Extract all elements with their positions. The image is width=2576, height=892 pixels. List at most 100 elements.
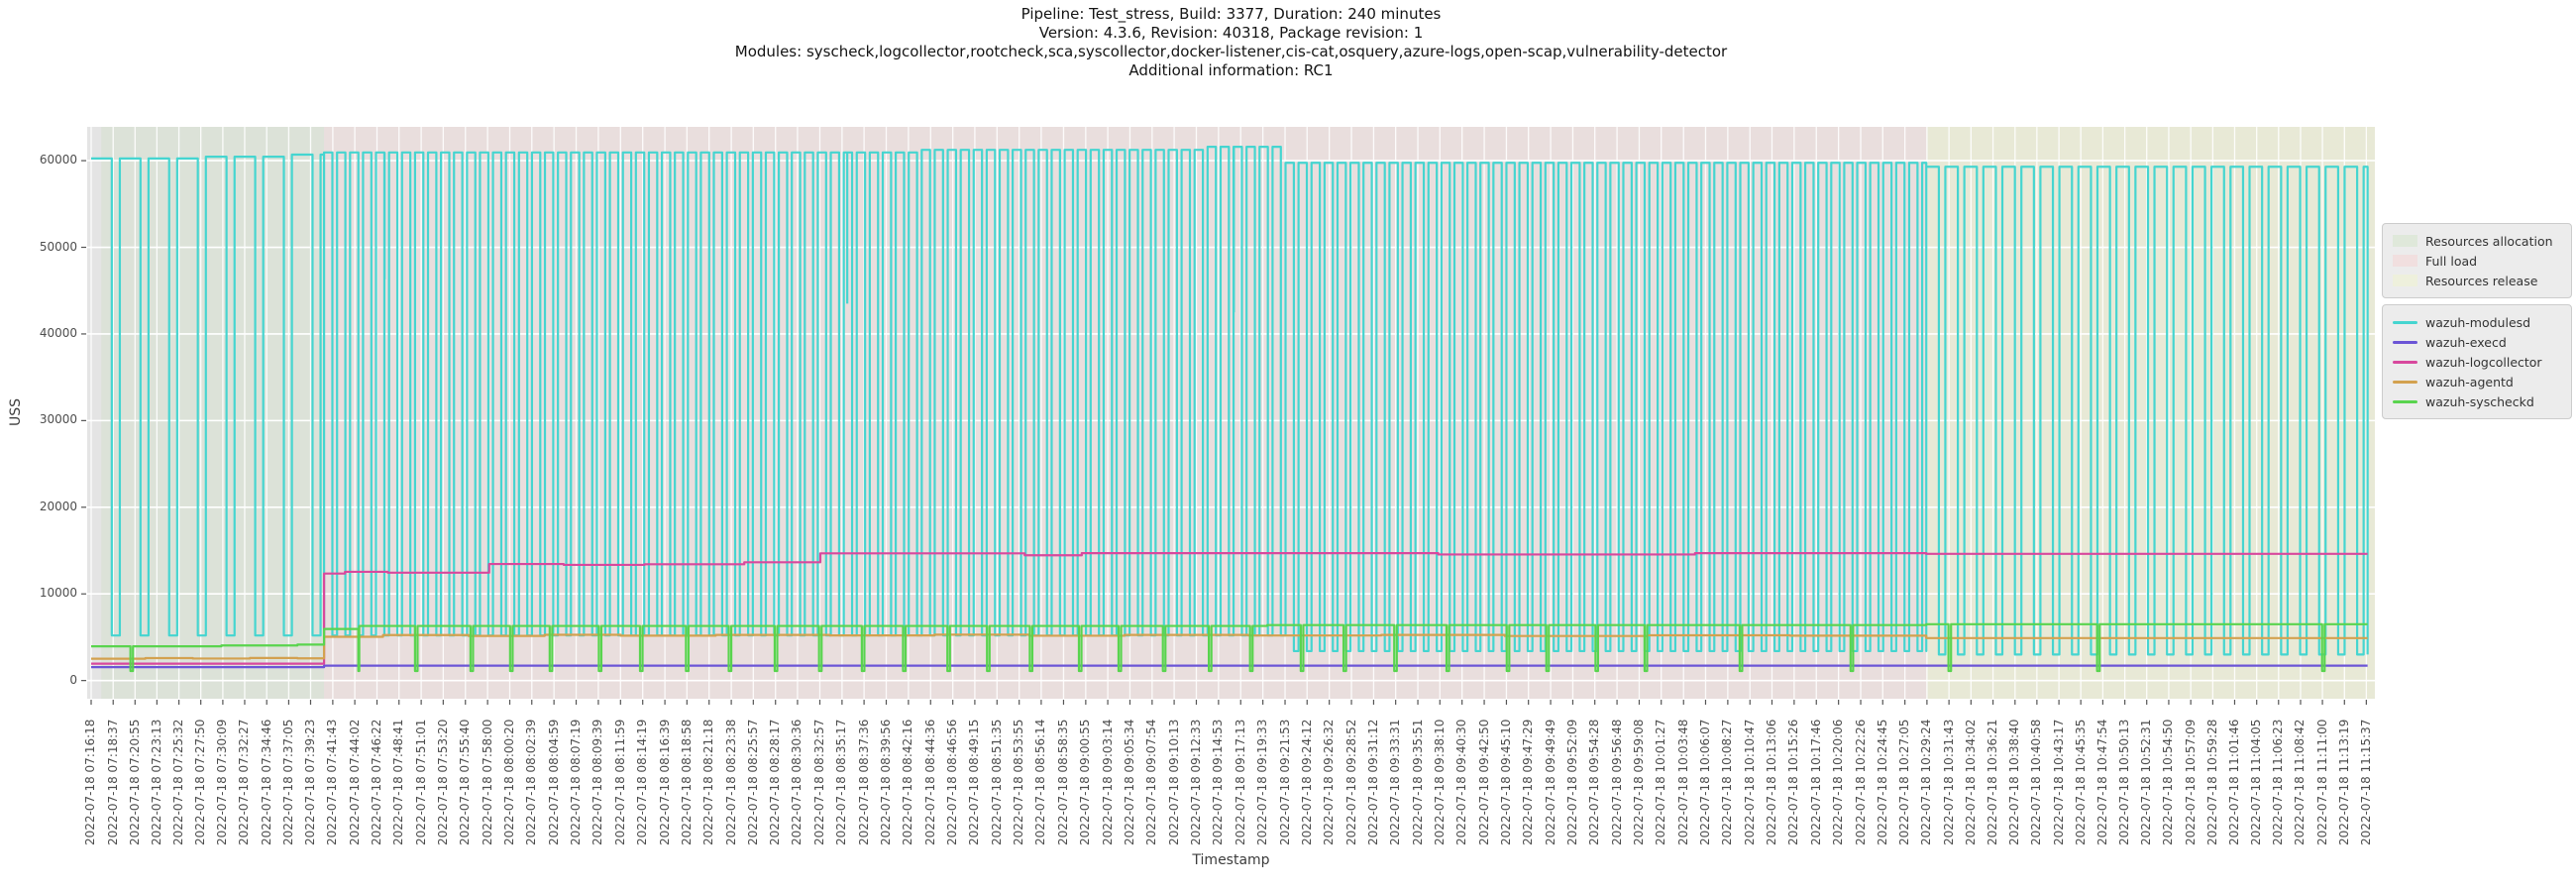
y-tick-label: 60000: [39, 153, 77, 167]
x-tick-label: 2022-07-18 10:31:43: [1941, 719, 1956, 845]
x-tick-label: 2022-07-18 09:38:10: [1432, 719, 1447, 845]
x-tick-label: 2022-07-18 08:39:56: [879, 719, 893, 845]
x-tick-label: 2022-07-18 11:13:19: [2336, 719, 2351, 845]
x-tick-label: 2022-07-18 10:52:31: [2139, 719, 2154, 845]
x-tick-label: 2022-07-18 08:53:55: [1012, 719, 1026, 845]
x-tick-label: 2022-07-18 10:22:26: [1853, 719, 1868, 845]
y-tick-label: 0: [69, 672, 77, 687]
legend-swatch-icon: [2393, 235, 2417, 247]
legend-item-label: Resources release: [2425, 273, 2538, 288]
series-line-wazuh-modulesd: [91, 146, 2369, 656]
x-tick-label: 2022-07-18 09:54:28: [1587, 719, 1602, 845]
x-tick-label: 2022-07-18 09:03:14: [1100, 719, 1115, 845]
x-tick-label: 2022-07-18 10:59:28: [2204, 719, 2219, 845]
x-tick-label: 2022-07-18 08:30:36: [790, 719, 805, 845]
x-tick-label: 2022-07-18 10:38:40: [2007, 719, 2022, 845]
x-tick-label: 2022-07-18 08:42:16: [901, 719, 915, 845]
x-tick-label: 2022-07-18 07:25:32: [171, 719, 186, 845]
x-tick-label: 2022-07-18 08:49:15: [967, 719, 982, 845]
x-tick-label: 2022-07-18 09:40:30: [1454, 719, 1469, 845]
series-line-wazuh-syscheckd: [91, 622, 2368, 673]
chart-title-line-1: Pipeline: Test_stress, Build: 3377, Dura…: [1020, 5, 1442, 23]
x-tick-label: 2022-07-18 10:01:27: [1654, 719, 1668, 845]
x-tick-label: 2022-07-18 07:30:09: [215, 719, 230, 845]
x-tick-label: 2022-07-18 09:28:52: [1343, 719, 1358, 845]
legend-swatch-icon: [2393, 255, 2417, 267]
x-tick-label: 2022-07-18 10:29:24: [1919, 719, 1934, 845]
x-tick-label: 2022-07-18 09:35:51: [1410, 719, 1425, 845]
legend-item-label: wazuh-modulesd: [2425, 314, 2531, 330]
x-tick-label: 2022-07-18 07:44:02: [347, 719, 362, 845]
legend-item: wazuh-logcollector: [2393, 352, 2561, 372]
legend-item: wazuh-modulesd: [2393, 312, 2561, 332]
legend-swatch-icon: [2393, 399, 2417, 403]
chart-title-line-3: Modules: syscheck,logcollector,rootcheck…: [734, 43, 1728, 60]
y-tick-label: 30000: [39, 412, 77, 427]
x-tick-label: 2022-07-18 08:51:35: [989, 719, 1004, 845]
x-tick-label: 2022-07-18 08:28:17: [768, 719, 783, 845]
x-tick-label: 2022-07-18 07:53:20: [435, 719, 450, 845]
legend-swatch-icon: [2393, 340, 2417, 344]
y-tick-label: 10000: [39, 586, 77, 601]
x-tick-label: 2022-07-18 08:37:36: [856, 719, 871, 845]
x-tick-label: 2022-07-18 08:58:35: [1055, 719, 1070, 845]
x-tick-label: 2022-07-18 07:46:22: [370, 719, 383, 845]
x-tick-label: 2022-07-18 08:23:38: [723, 719, 738, 845]
x-tick-label: 2022-07-18 07:51:01: [413, 719, 428, 845]
x-tick-label: 2022-07-18 11:06:23: [2271, 719, 2286, 845]
x-tick-label: 2022-07-18 09:10:13: [1166, 719, 1181, 845]
x-tick-label: 2022-07-18 10:08:27: [1720, 719, 1735, 845]
x-tick-label: 2022-07-18 10:43:17: [2051, 719, 2066, 845]
legend-phases: Resources allocation Full load Resources r…: [2382, 223, 2572, 298]
x-tick-label: 2022-07-18 07:39:23: [302, 719, 317, 845]
x-tick-label: 2022-07-18 11:15:37: [2358, 719, 2373, 845]
x-tick-label: 2022-07-18 10:54:50: [2161, 719, 2176, 845]
x-tick-label: 2022-07-18 08:16:39: [657, 719, 672, 845]
x-tick-label: 2022-07-18 07:23:13: [149, 719, 163, 845]
x-tick-label: 2022-07-18 10:50:13: [2117, 719, 2132, 845]
x-tick-label: 2022-07-18 09:49:49: [1543, 719, 1557, 845]
x-tick-label: 2022-07-18 10:40:58: [2029, 719, 2044, 845]
x-tick-label: 2022-07-18 08:02:39: [524, 719, 539, 845]
x-tick-label: 2022-07-18 07:55:40: [458, 719, 473, 845]
x-tick-label: 2022-07-18 10:34:02: [1963, 719, 1978, 845]
x-tick-label: 2022-07-18 11:11:00: [2314, 719, 2329, 845]
series-line-wazuh-agentd: [91, 633, 2368, 660]
legend-item: wazuh-execd: [2393, 332, 2561, 352]
x-tick-label: 2022-07-18 10:47:54: [2094, 719, 2109, 845]
legend-item-label: wazuh-agentd: [2425, 374, 2514, 390]
x-tick-label: 2022-07-18 07:37:05: [280, 719, 295, 845]
legend-item: Full load: [2393, 251, 2561, 271]
x-tick-label: 2022-07-18 08:21:18: [701, 719, 716, 845]
x-tick-label: 2022-07-18 08:07:19: [569, 719, 584, 845]
legend-item-label: wazuh-logcollector: [2425, 354, 2542, 370]
x-tick-label: 2022-07-18 10:36:21: [1986, 719, 2000, 845]
x-tick-label: 2022-07-18 09:21:53: [1277, 719, 1292, 845]
x-tick-label: 2022-07-18 10:17:46: [1808, 719, 1823, 845]
x-tick-label: 2022-07-18 08:00:20: [502, 719, 517, 845]
x-tick-label: 2022-07-18 09:45:10: [1498, 719, 1513, 845]
x-tick-label: 2022-07-18 10:27:05: [1897, 719, 1912, 845]
x-tick-label: 2022-07-18 09:14:53: [1211, 719, 1226, 845]
legend-swatch-icon: [2393, 320, 2417, 324]
x-tick-label: 2022-07-18 11:04:05: [2249, 719, 2264, 845]
x-tick-label: 2022-07-18 09:19:33: [1255, 719, 1270, 845]
phase-span-1: [101, 127, 325, 699]
x-tick-label: 2022-07-18 09:07:54: [1144, 719, 1159, 845]
x-tick-label: 2022-07-18 08:11:59: [612, 719, 627, 845]
x-tick-label: 2022-07-18 09:00:55: [1078, 719, 1093, 845]
y-tick-label: 40000: [39, 325, 77, 340]
x-tick-label: 2022-07-18 10:20:06: [1831, 719, 1846, 845]
x-tick-label: 2022-07-18 07:16:18: [83, 719, 98, 845]
legend-processes: wazuh-modulesd wazuh-execd wazuh-logcollec…: [2382, 304, 2572, 419]
x-tick-label: 2022-07-18 10:15:26: [1786, 719, 1801, 845]
x-tick-label: 2022-07-18 08:35:17: [834, 719, 849, 845]
legend-item-label: Resources allocation: [2425, 233, 2553, 249]
x-tick-label: 2022-07-18 09:26:32: [1322, 719, 1337, 845]
x-tick-label: 2022-07-18 11:08:42: [2293, 719, 2308, 845]
x-tick-label: 2022-07-18 09:17:13: [1233, 719, 1247, 845]
x-tick-label: 2022-07-18 09:42:50: [1476, 719, 1491, 845]
x-tick-label: 2022-07-18 07:41:43: [325, 719, 340, 845]
x-tick-label: 2022-07-18 09:24:12: [1299, 719, 1314, 845]
